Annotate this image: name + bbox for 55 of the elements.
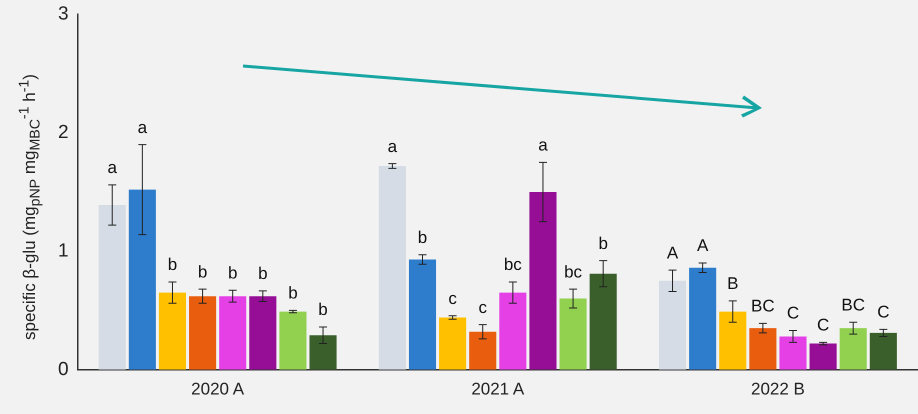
data-label: B	[727, 274, 738, 294]
bar	[590, 274, 617, 370]
bar	[189, 296, 216, 370]
data-label: c	[448, 288, 458, 308]
bar	[779, 336, 807, 370]
bar	[840, 328, 867, 370]
bar	[870, 332, 897, 370]
bar	[378, 166, 406, 370]
data-label: b	[258, 264, 268, 284]
bar	[719, 312, 746, 370]
bar	[749, 328, 776, 370]
data-label: b	[418, 228, 428, 247]
bar	[309, 335, 337, 370]
data-label: BC	[751, 296, 775, 316]
x-tick-label: 2021 A	[471, 379, 525, 398]
data-label: b	[168, 255, 178, 274]
bar	[469, 332, 496, 370]
data-label: a	[138, 118, 148, 137]
bar	[128, 190, 156, 370]
data-label: C	[786, 304, 800, 323]
bar	[408, 259, 436, 370]
x-tick-label: 2022 B	[750, 379, 805, 398]
y-tick-label: 1	[58, 240, 69, 262]
data-label: a	[538, 136, 548, 155]
data-label: BC	[841, 295, 866, 314]
bar	[689, 268, 716, 370]
bar	[658, 280, 686, 370]
data-label: b	[288, 284, 298, 303]
data-label: b	[198, 262, 208, 282]
bar	[439, 318, 466, 370]
bar	[249, 296, 276, 370]
data-label: bc	[504, 255, 522, 274]
bar	[98, 205, 126, 370]
bar	[810, 344, 837, 370]
data-label: c	[478, 298, 488, 317]
data-label: A	[696, 236, 709, 256]
x-tick-label: 2020 A	[191, 379, 245, 398]
bar	[219, 296, 246, 370]
data-label: b	[228, 263, 238, 282]
bar	[529, 192, 557, 370]
bar	[158, 292, 186, 370]
data-label: a	[108, 158, 118, 178]
data-label: b	[318, 300, 328, 320]
y-tick-label: 3	[58, 4, 69, 25]
bar	[560, 298, 587, 370]
data-label: C	[816, 316, 830, 335]
y-tick-label: 2	[58, 122, 69, 144]
bar	[279, 312, 306, 370]
bar	[499, 292, 526, 370]
data-label: b	[598, 234, 608, 253]
data-label: C	[877, 302, 890, 322]
data-label: a	[388, 136, 398, 156]
data-label: bc	[564, 262, 583, 282]
data-label: A	[666, 243, 679, 262]
y-tick-label: 0	[58, 358, 69, 380]
